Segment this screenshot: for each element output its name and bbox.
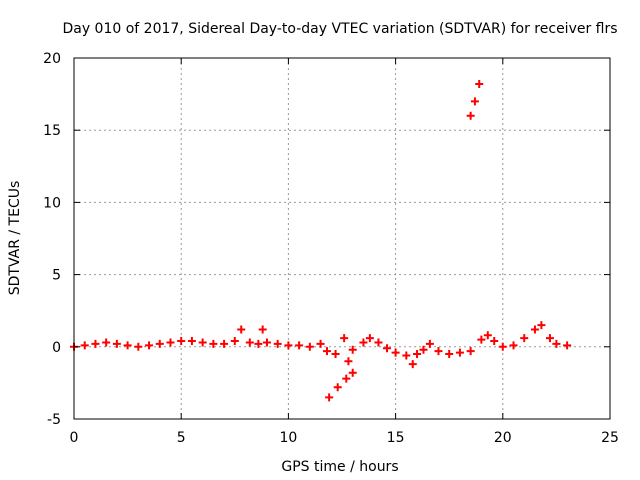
series-sdtvar bbox=[70, 79, 572, 402]
data-point bbox=[187, 337, 196, 346]
data-point bbox=[177, 337, 186, 346]
data-point bbox=[455, 348, 464, 357]
y-tick-label: 15 bbox=[43, 123, 61, 139]
data-point bbox=[520, 334, 529, 343]
data-point bbox=[477, 335, 486, 344]
data-point bbox=[230, 337, 239, 346]
data-point bbox=[209, 339, 218, 348]
x-tick-label: 15 bbox=[387, 430, 405, 446]
data-point bbox=[466, 347, 475, 356]
x-tick-label: 5 bbox=[177, 430, 186, 446]
data-point bbox=[198, 338, 207, 347]
data-point bbox=[273, 339, 282, 348]
data-point bbox=[434, 347, 443, 356]
data-point bbox=[344, 357, 353, 366]
data-point bbox=[316, 339, 325, 348]
x-axis-label: GPS time / hours bbox=[281, 459, 398, 475]
data-point bbox=[419, 345, 428, 354]
data-point bbox=[91, 339, 100, 348]
data-point bbox=[470, 97, 479, 106]
data-point bbox=[475, 79, 484, 88]
data-point bbox=[509, 341, 518, 350]
data-point bbox=[333, 383, 342, 392]
data-point bbox=[220, 339, 229, 348]
data-point bbox=[359, 338, 368, 347]
data-point bbox=[245, 338, 254, 347]
data-point bbox=[537, 321, 546, 330]
data-point bbox=[134, 342, 143, 351]
data-point bbox=[466, 111, 475, 120]
data-point bbox=[342, 374, 351, 383]
data-point bbox=[425, 339, 434, 348]
data-point bbox=[498, 342, 507, 351]
y-tick-label: 5 bbox=[52, 268, 61, 284]
data-point bbox=[545, 334, 554, 343]
tick-layer: 0 5 10 15 20 25 -5 0 5 10 15 20 bbox=[43, 51, 619, 446]
y-tick-label: -5 bbox=[47, 412, 61, 428]
data-point bbox=[166, 338, 175, 347]
grid-layer bbox=[74, 58, 610, 419]
data-point bbox=[254, 339, 263, 348]
y-tick-label: 20 bbox=[43, 51, 61, 67]
data-point bbox=[155, 339, 164, 348]
data-layer bbox=[70, 79, 572, 402]
data-point bbox=[258, 325, 267, 334]
data-point bbox=[262, 338, 271, 347]
y-axis-label: SDTVAR / TECUs bbox=[7, 181, 23, 296]
y-tick-label: 0 bbox=[52, 340, 61, 356]
data-point bbox=[331, 350, 340, 359]
data-point bbox=[112, 339, 121, 348]
data-point bbox=[563, 341, 572, 350]
data-point bbox=[530, 325, 539, 334]
data-point bbox=[408, 360, 417, 369]
data-point bbox=[383, 344, 392, 353]
data-point bbox=[325, 393, 334, 402]
data-point bbox=[237, 325, 246, 334]
data-point bbox=[402, 351, 411, 360]
x-tick-label: 25 bbox=[601, 430, 619, 446]
data-point bbox=[348, 345, 357, 354]
data-point bbox=[391, 348, 400, 357]
data-point bbox=[340, 334, 349, 343]
data-point bbox=[284, 341, 293, 350]
data-point bbox=[80, 341, 89, 350]
x-tick-label: 20 bbox=[494, 430, 512, 446]
data-point bbox=[295, 341, 304, 350]
chart-title: Day 010 of 2017, Sidereal Day-to-day VTE… bbox=[62, 21, 617, 37]
data-point bbox=[374, 338, 383, 347]
data-point bbox=[483, 331, 492, 340]
data-point bbox=[365, 334, 374, 343]
data-point bbox=[445, 350, 454, 359]
x-tick-label: 0 bbox=[70, 430, 79, 446]
data-point bbox=[322, 347, 331, 356]
y-tick-label: 10 bbox=[43, 195, 61, 211]
data-point bbox=[413, 350, 422, 359]
x-tick-label: 10 bbox=[279, 430, 297, 446]
data-point bbox=[552, 339, 561, 348]
data-point bbox=[490, 337, 499, 346]
data-point bbox=[348, 368, 357, 377]
data-point bbox=[123, 341, 132, 350]
plot-frame bbox=[73, 57, 611, 420]
data-point bbox=[305, 342, 314, 351]
data-point bbox=[145, 341, 154, 350]
data-point bbox=[102, 338, 111, 347]
